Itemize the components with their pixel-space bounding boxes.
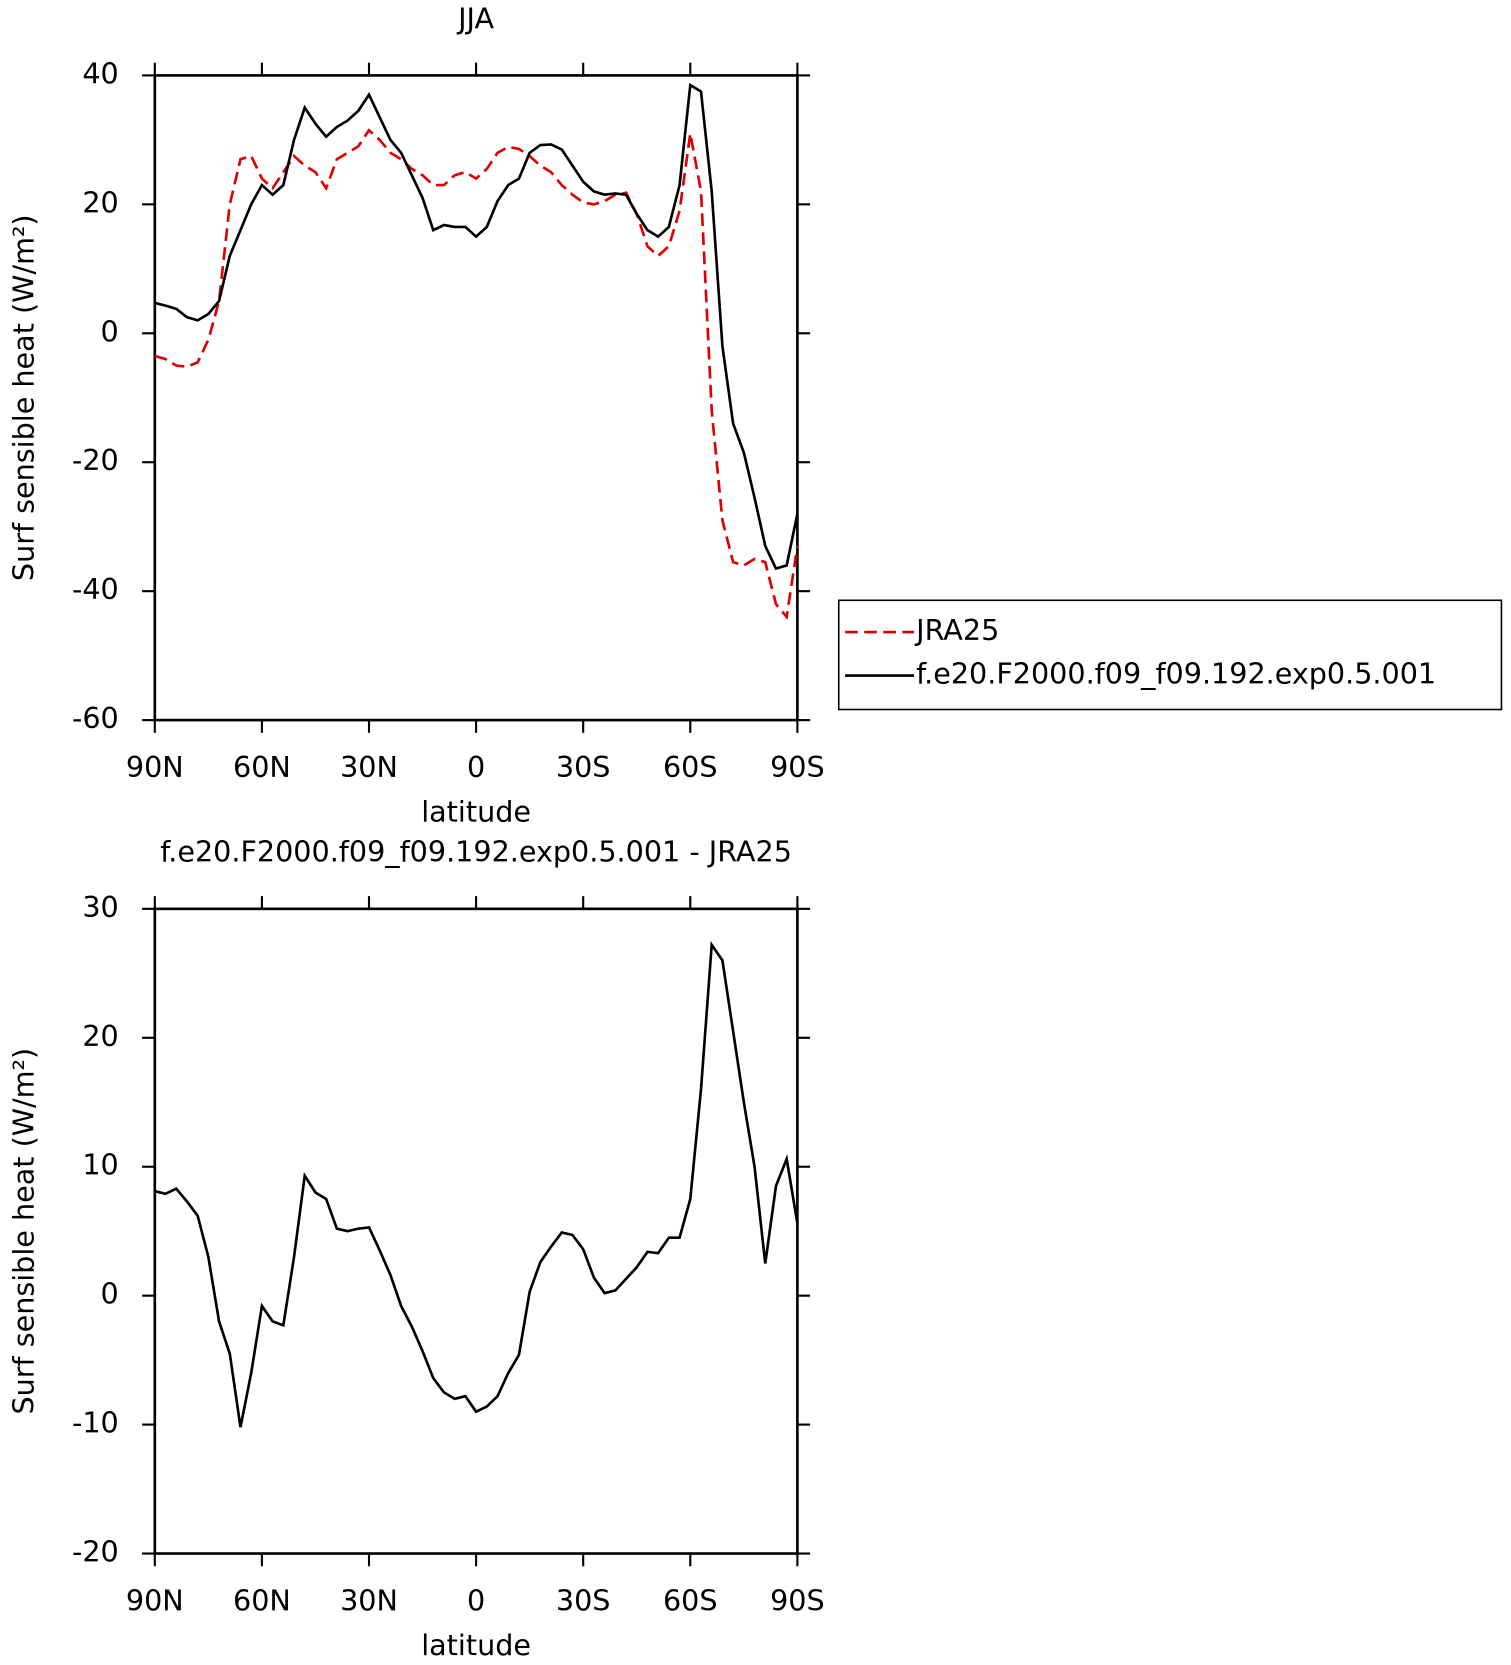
y-tick-label: -40	[72, 572, 119, 606]
y-tick-label: 10	[82, 1148, 118, 1182]
series-line	[154, 82, 799, 571]
x-tick-label: 30N	[340, 750, 398, 784]
x-axis-label: latitude	[421, 794, 531, 828]
x-tick-label: 60S	[663, 1583, 718, 1617]
y-axis-label: Surf sensible heat (W/m²)	[6, 1048, 40, 1415]
y-tick-label: -60	[72, 701, 119, 735]
y-tick-label: -20	[72, 1535, 119, 1569]
legend-label: f.e20.F2000.f09_f09.192.exp0.5.001	[916, 657, 1436, 691]
series-line	[154, 941, 799, 1428]
chart-title: f.e20.F2000.f09_f09.192.exp0.5.001 - JRA…	[160, 835, 792, 869]
y-tick-label: 0	[101, 1277, 119, 1311]
y-tick-label: 30	[82, 890, 118, 924]
x-tick-label: 90S	[770, 1583, 825, 1617]
y-tick-label: -10	[72, 1406, 119, 1440]
y-axis-label: Surf sensible heat (W/m²)	[6, 214, 40, 581]
legend-box	[837, 599, 1503, 711]
y-tick-label: 20	[82, 1019, 118, 1053]
y-tick-label: -20	[72, 443, 119, 477]
y-tick-label: 20	[82, 185, 118, 219]
x-tick-label: 0	[467, 1583, 485, 1617]
x-axis-label: latitude	[421, 1628, 531, 1662]
legend-label: JRA25	[914, 613, 999, 647]
x-tick-label: 90S	[770, 750, 825, 784]
y-tick-label: 0	[101, 314, 119, 348]
chart-title: JJA	[456, 1, 494, 35]
y-tick-label: 40	[82, 56, 118, 90]
x-tick-label: 90N	[126, 750, 184, 784]
plot-frame	[153, 907, 799, 1555]
x-tick-label: 30N	[340, 1583, 398, 1617]
x-tick-label: 60N	[233, 1583, 291, 1617]
x-tick-label: 60S	[663, 750, 718, 784]
x-tick-label: 30S	[556, 1583, 611, 1617]
x-tick-label: 60N	[233, 750, 291, 784]
series-line	[154, 128, 799, 621]
x-tick-label: 90N	[126, 1583, 184, 1617]
plot-frame	[153, 74, 799, 722]
x-tick-label: 30S	[556, 750, 611, 784]
x-tick-label: 0	[467, 750, 485, 784]
